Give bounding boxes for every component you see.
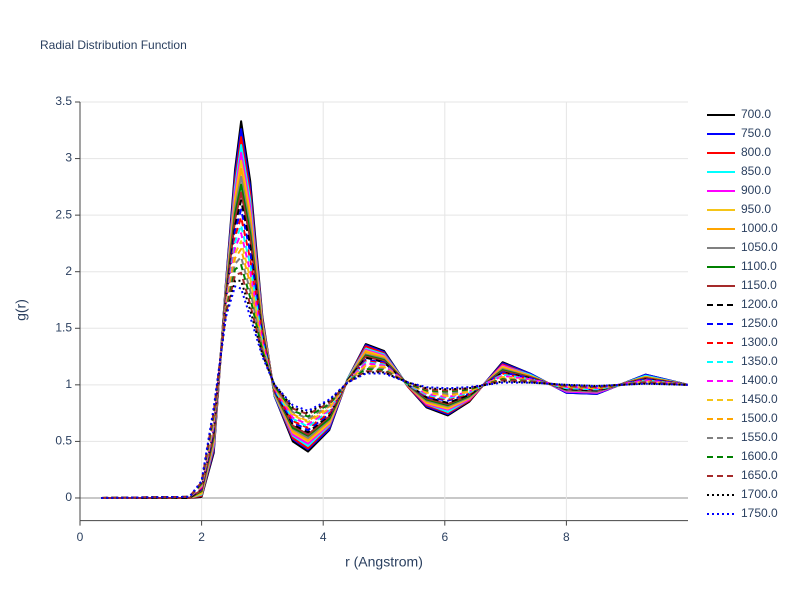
y-tick-label: 2 xyxy=(65,264,72,278)
legend-label: 900.0 xyxy=(741,183,771,197)
legend-label: 1250.0 xyxy=(741,316,778,330)
legend-label: 1450.0 xyxy=(741,392,778,406)
x-tick-label: 2 xyxy=(198,530,205,544)
legend-label: 1400.0 xyxy=(741,373,778,387)
y-tick-label: 1.5 xyxy=(55,320,72,334)
series-line xyxy=(101,183,688,499)
x-tick-label: 6 xyxy=(441,530,448,544)
y-tick-label: 0 xyxy=(65,490,72,504)
plot-area xyxy=(101,120,688,499)
x-tick-label: 4 xyxy=(320,530,327,544)
legend-label: 1650.0 xyxy=(741,468,778,482)
legend-label: 1750.0 xyxy=(741,506,778,520)
x-tick-label: 8 xyxy=(563,530,570,544)
series-line xyxy=(101,199,688,499)
series-line xyxy=(101,216,688,499)
legend-label: 1700.0 xyxy=(741,487,778,501)
series-line xyxy=(101,271,688,499)
y-tick-label: 0.5 xyxy=(55,434,72,448)
series-line xyxy=(101,159,688,499)
y-tick-label: 1 xyxy=(65,377,72,391)
legend-label: 1600.0 xyxy=(741,449,778,463)
legend-label: 1300.0 xyxy=(741,335,778,349)
series-line xyxy=(101,136,688,499)
legend-label: 1550.0 xyxy=(741,430,778,444)
series-line xyxy=(101,175,688,499)
legend-label: 1500.0 xyxy=(741,411,778,425)
legend-label: 1100.0 xyxy=(741,259,777,273)
series-line xyxy=(101,128,688,499)
series-line xyxy=(101,167,688,499)
legend-label: 950.0 xyxy=(741,202,771,216)
y-tick-label: 3.5 xyxy=(55,94,72,108)
x-axis-label: r (Angstrom) xyxy=(345,554,423,570)
legend-label: 1350.0 xyxy=(741,354,778,368)
series-line xyxy=(101,224,688,499)
y-axis-label: g(r) xyxy=(13,299,29,321)
x-tick-label: 0 xyxy=(77,530,84,544)
legend-label: 750.0 xyxy=(741,126,771,140)
y-tick-label: 3 xyxy=(65,151,72,165)
legend-label: 800.0 xyxy=(741,145,771,159)
series-line xyxy=(101,191,688,499)
grid: 0 0.5 1 1.5 2 2.5 3 3.5 0 2 4 6 8 xyxy=(55,94,688,544)
legend-label: 1050.0 xyxy=(741,240,778,254)
legend-label: 850.0 xyxy=(741,164,771,178)
series-line xyxy=(101,143,688,499)
legend-label: 700.0 xyxy=(741,107,771,121)
chart-title: Radial Distribution Function xyxy=(40,38,187,52)
y-tick-label: 2.5 xyxy=(55,207,72,221)
legend-label: 1000.0 xyxy=(741,221,778,235)
legend-label: 1200.0 xyxy=(741,297,778,311)
legend-label: 1150.0 xyxy=(741,278,777,292)
series-line xyxy=(101,151,688,499)
series-line xyxy=(101,208,688,499)
legend: 700.0 750.0 800.0 850.0 900.0 950.0 1000.0 1050… xyxy=(707,107,778,520)
series-line xyxy=(101,263,688,499)
series-line xyxy=(101,248,688,499)
